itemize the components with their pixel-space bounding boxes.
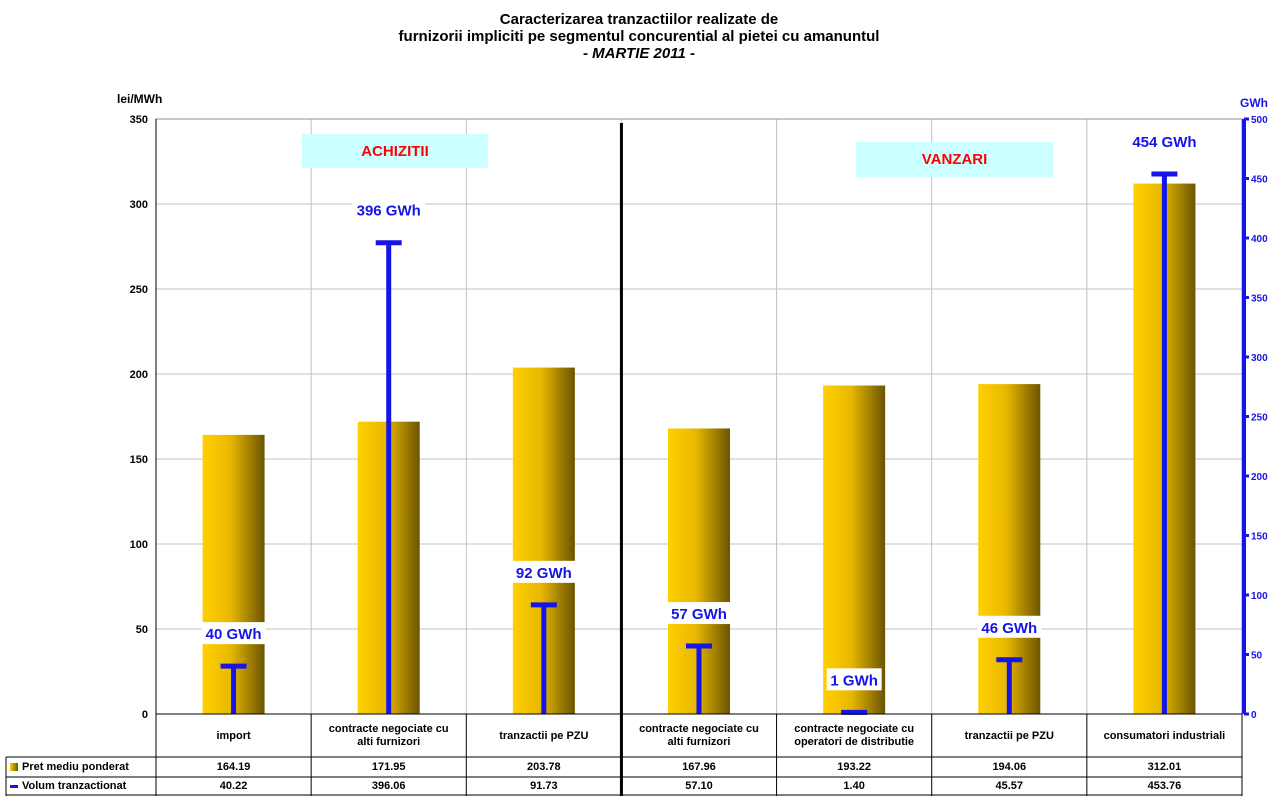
- right-tick-label: 100: [1251, 591, 1268, 602]
- legend-label: Volum tranzactionat: [22, 780, 127, 792]
- volume-data-label: 57 GWh: [671, 606, 727, 623]
- left-tick-label: 200: [130, 369, 148, 381]
- category-label: tranzactii pe PZU: [499, 729, 589, 742]
- left-axis-unit: lei/MWh: [117, 92, 163, 106]
- legend-swatch: [10, 784, 18, 788]
- price-bar: [823, 385, 886, 714]
- legend-price-row: Pret mediu ponderat: [6, 757, 156, 777]
- volume-label-bg: [1127, 130, 1201, 153]
- volume-data-label: 46 GWh: [981, 620, 1037, 637]
- volume-data-label: 92 GWh: [516, 565, 572, 582]
- section-label-vanzari: VANZARI: [856, 142, 1053, 177]
- volume-data-label: 1 GWh: [830, 672, 878, 689]
- left-tick-label: 50: [136, 624, 148, 636]
- right-tick-label: 0: [1251, 710, 1257, 721]
- volume-label-bg: [977, 615, 1042, 638]
- volume-label-bg: [352, 198, 426, 221]
- category-label: consumatori industriali: [1103, 729, 1226, 742]
- legend-volume-row: Volum tranzactionat: [6, 777, 156, 795]
- volume-value-cell: 1.40: [843, 779, 865, 792]
- left-tick-label: 350: [130, 114, 148, 126]
- right-tick-label: 200: [1251, 472, 1268, 483]
- volume-value-cell: 91.73: [530, 779, 558, 792]
- volume-label-bg: [667, 602, 731, 625]
- right-axis-unit: GWh: [1240, 96, 1268, 110]
- left-tick-label: 150: [130, 454, 148, 466]
- volume-label-bg: [201, 622, 266, 645]
- section-label-achizitii: ACHIZITII: [302, 134, 488, 168]
- right-tick-label: 400: [1251, 234, 1268, 245]
- category-label: contracte negociate cu alti furnizori: [328, 723, 449, 748]
- price-value-cell: 194.06: [992, 760, 1027, 773]
- right-tick-label: 250: [1251, 413, 1268, 424]
- left-tick-label: 100: [130, 539, 148, 551]
- chart-period: - MARTIE 2011 -: [583, 45, 695, 62]
- price-value-cell: 193.22: [837, 760, 871, 773]
- price-value-cell: 167.96: [682, 760, 716, 773]
- legend-label: Pret mediu ponderat: [22, 761, 129, 773]
- right-tick-label: 450: [1251, 175, 1268, 186]
- category-label: contracte negociate cu alti furnizori: [639, 723, 759, 748]
- price-value-cell: 312.01: [1147, 760, 1182, 773]
- volume-value-cell: 396.06: [371, 779, 406, 792]
- volume-value-cell: 45.57: [995, 779, 1024, 792]
- volume-data-label: 454 GWh: [1132, 134, 1196, 151]
- right-tick-label: 300: [1251, 353, 1268, 364]
- volume-value-cell: 57.10: [685, 779, 713, 792]
- volume-value-cell: 453.76: [1147, 779, 1182, 792]
- volume-data-label: 396 GWh: [357, 203, 421, 220]
- price-value-cell: 171.95: [371, 760, 406, 773]
- category-label: import: [216, 729, 251, 742]
- legend-swatch: [10, 763, 18, 771]
- chart-subtitle: furnizorii impliciti pe segmentul concur…: [398, 28, 880, 45]
- price-value-cell: 164.19: [216, 760, 251, 773]
- volume-data-label: 40 GWh: [206, 626, 262, 643]
- volume-label-bg: [826, 668, 882, 691]
- volume-value-cell: 40.22: [219, 779, 248, 792]
- left-tick-label: 0: [142, 709, 148, 721]
- right-tick-label: 500: [1251, 115, 1268, 126]
- volume-label-bg: [511, 560, 576, 583]
- category-label: tranzactii pe PZU: [964, 729, 1054, 742]
- left-tick-label: 250: [130, 284, 148, 296]
- right-tick-label: 150: [1251, 532, 1268, 543]
- right-tick-label: 350: [1251, 294, 1268, 305]
- category-label: contracte negociate cu operatori de distr…: [794, 723, 915, 748]
- right-tick-label: 50: [1251, 651, 1263, 662]
- left-tick-label: 300: [130, 199, 148, 211]
- price-value-cell: 203.78: [527, 760, 561, 773]
- chart-title: Caracterizarea tranzactiilor realizate d…: [499, 11, 779, 28]
